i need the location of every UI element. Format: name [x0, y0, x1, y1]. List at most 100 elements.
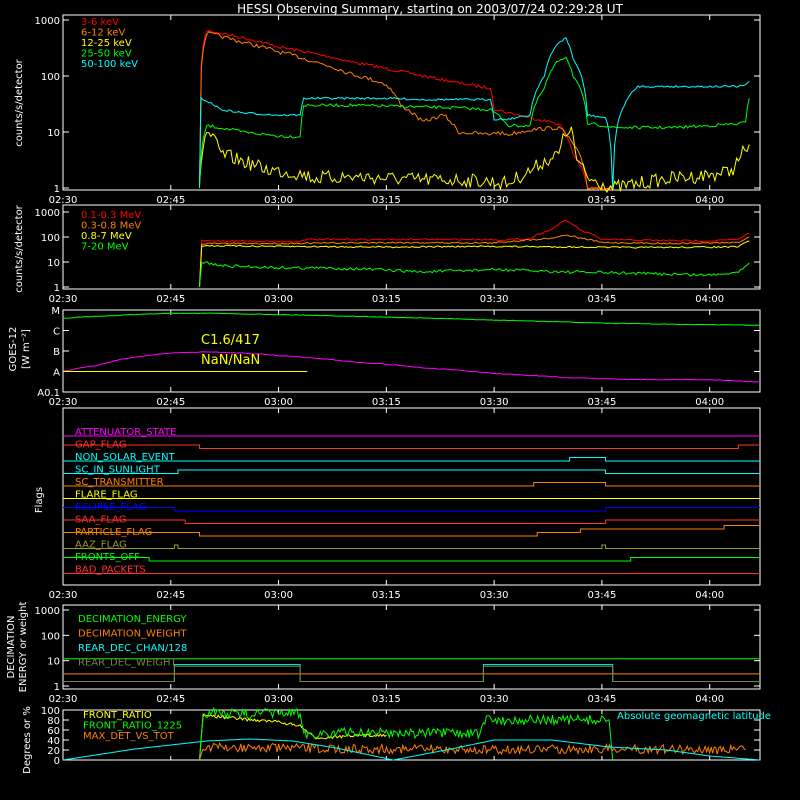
flag-label-9: AAZ_FLAG [75, 540, 127, 551]
flags-panel-time-tick-label: 02:45 [156, 590, 185, 601]
rates-legend-4: 50-100 keV [81, 59, 138, 70]
rates-panel-time-tick-label: 03:45 [588, 195, 617, 206]
decim-panel-time-tick-label: 03:00 [264, 694, 293, 705]
goes-panel-time-tick-label: 03:45 [588, 397, 617, 408]
mev-panel-time-tick-label: 03:00 [264, 294, 293, 305]
mev-ylabel: counts/s/detector [14, 204, 25, 292]
decim-ytick-label: 100 [41, 631, 60, 642]
flag-line-2 [63, 457, 760, 462]
flags-panel-time-tick-label: 03:15 [372, 590, 401, 601]
rates-series-2 [199, 126, 750, 194]
mev-legend-1: 0.3-0.8 MeV [81, 221, 141, 232]
ratio-legend-1: FRONT_RATIO_1225 [83, 721, 182, 732]
decim-ytick-label: 1000 [35, 606, 60, 617]
goes-annotation-class: C1.6/417 [201, 333, 260, 348]
flags-panel-time-tick-label: 04:00 [695, 590, 724, 601]
decim-legend-3: REAR_DEC_WEIGHT [78, 658, 177, 669]
decim-ytick-label: 1 [54, 682, 60, 693]
rates-panel-time-tick-label: 02:30 [49, 195, 78, 206]
flag-label-1: GAP_FLAG [75, 440, 127, 451]
mev-panel-time-tick-label: 03:15 [372, 294, 401, 305]
flag-label-8: PARTICLE_FLAG [75, 527, 152, 538]
ratio-series-0 [199, 713, 387, 761]
ratio-ytick-label: 20 [47, 746, 60, 757]
rates-legend-2: 12-25 keV [81, 38, 132, 49]
decim-ylabel-line2: ENERGY or weight [18, 602, 29, 693]
mev-panel-time-tick-label: 03:30 [480, 294, 509, 305]
ratio-ytick-label: 80 [47, 716, 60, 727]
flag-label-6: ECLIPSE_FLAG [75, 502, 146, 513]
rates-ytick-label: 10 [47, 128, 60, 139]
decim-legend-1: DECIMATION_WEIGHT [78, 629, 187, 640]
ratio-series-3 [62, 738, 761, 761]
rates-legend-3: 25-50 keV [81, 49, 132, 60]
mev-ytick-label: 1 [54, 283, 60, 294]
goes-ytick-label: M [51, 306, 60, 317]
goes-ylabel-line2: [W m⁻²] [21, 329, 32, 369]
mev-ytick-label: 10 [47, 258, 60, 269]
flags-panel-time-tick-label: 03:30 [480, 590, 509, 601]
rates-series-3 [199, 56, 750, 188]
rates-series-1 [199, 31, 613, 191]
ratio-ytick-label: 60 [47, 726, 60, 737]
rates-panel-time-tick-label: 03:30 [480, 195, 509, 206]
flags-panel-time-tick-label: 03:00 [264, 590, 293, 601]
decim-panel-time-tick-label: 04:00 [695, 694, 724, 705]
flag-label-7: SAA_FLAG [75, 515, 126, 526]
ratio-ytick-label: 100 [41, 706, 60, 717]
mev-panel-time-tick-label: 03:45 [588, 294, 617, 305]
flags-panel-time-tick-label: 03:45 [588, 590, 617, 601]
goes-panel-time-tick-label: 02:45 [156, 397, 185, 408]
flag-line-1 [63, 444, 760, 449]
decim-panel-frame [62, 604, 761, 690]
ratio-right-label: Absolute geomagnetic latitude [617, 711, 771, 722]
flag-line-4 [63, 482, 760, 487]
decim-panel-time-tick-label: 03:15 [372, 694, 401, 705]
goes-panel-time-tick-label: 03:30 [480, 397, 509, 408]
rates-legend-1: 6-12 keV [81, 28, 125, 39]
decim-legend-0: DECIMATION_ENERGY [78, 614, 187, 625]
mev-panel-time-tick-label: 02:30 [49, 294, 78, 305]
ratio-ylabel: Degrees or % [22, 706, 33, 774]
mev-panel-time-tick-label: 04:00 [695, 294, 724, 305]
decim-panel-time-tick-label: 03:45 [588, 694, 617, 705]
flag-label-4: SC_TRANSMITTER [75, 477, 164, 488]
rates-ytick-label: 100 [41, 72, 60, 83]
ratio-ytick-label: 0 [54, 756, 60, 767]
goes-ylabel-line1: GOES-12 [8, 327, 19, 372]
rates-panel-time-tick-label: 04:00 [695, 195, 724, 206]
goes-ytick-label: A0.1 [37, 388, 60, 399]
mev-series-0 [199, 219, 750, 288]
mev-ytick-label: 1000 [35, 208, 60, 219]
ratio-series-1 [199, 706, 614, 761]
mev-panel-frame [62, 204, 761, 290]
goes-panel-time-tick-label: 03:00 [264, 397, 293, 408]
flag-label-5: FLARE_FLAG [75, 490, 138, 501]
goes-annotation-nan: NaN/NaN [201, 353, 260, 368]
mev-legend-2: 0.8-7 MeV [81, 231, 132, 242]
flag-line-3 [63, 469, 760, 474]
mev-legend-3: 7-20 MeV [81, 242, 129, 253]
mev-series-3 [199, 261, 750, 288]
rates-series-4 [199, 37, 750, 189]
ratio-panel-frame [62, 709, 761, 761]
mev-ytick-label: 100 [41, 233, 60, 244]
rates-ytick-label: 1000 [35, 16, 60, 27]
flag-label-3: SC_IN_SUNLIGHT [75, 465, 161, 476]
flag-line-9 [63, 544, 760, 549]
flag-line-10 [63, 557, 760, 562]
goes-panel-time-tick-label: 02:30 [49, 397, 78, 408]
flag-label-2: NON_SOLAR_EVENT [75, 452, 176, 463]
goes-panel-time-tick-label: 04:00 [695, 397, 724, 408]
mev-series-1 [199, 234, 750, 288]
decim-panel-time-tick-label: 02:30 [49, 694, 78, 705]
chart-title: HESSI Observing Summary, starting on 200… [237, 2, 623, 16]
goes-ytick-label: A [53, 368, 60, 379]
flag-line-7 [63, 519, 760, 524]
ratio-ytick-label: 40 [47, 736, 60, 747]
flags-panel-time-tick-label: 02:30 [49, 590, 78, 601]
rates-ytick-label: 1 [54, 184, 60, 195]
decim-ylabel-line1: DECIMATION [6, 615, 17, 678]
goes-series-0 [62, 312, 761, 326]
flag-line-8 [63, 525, 760, 537]
